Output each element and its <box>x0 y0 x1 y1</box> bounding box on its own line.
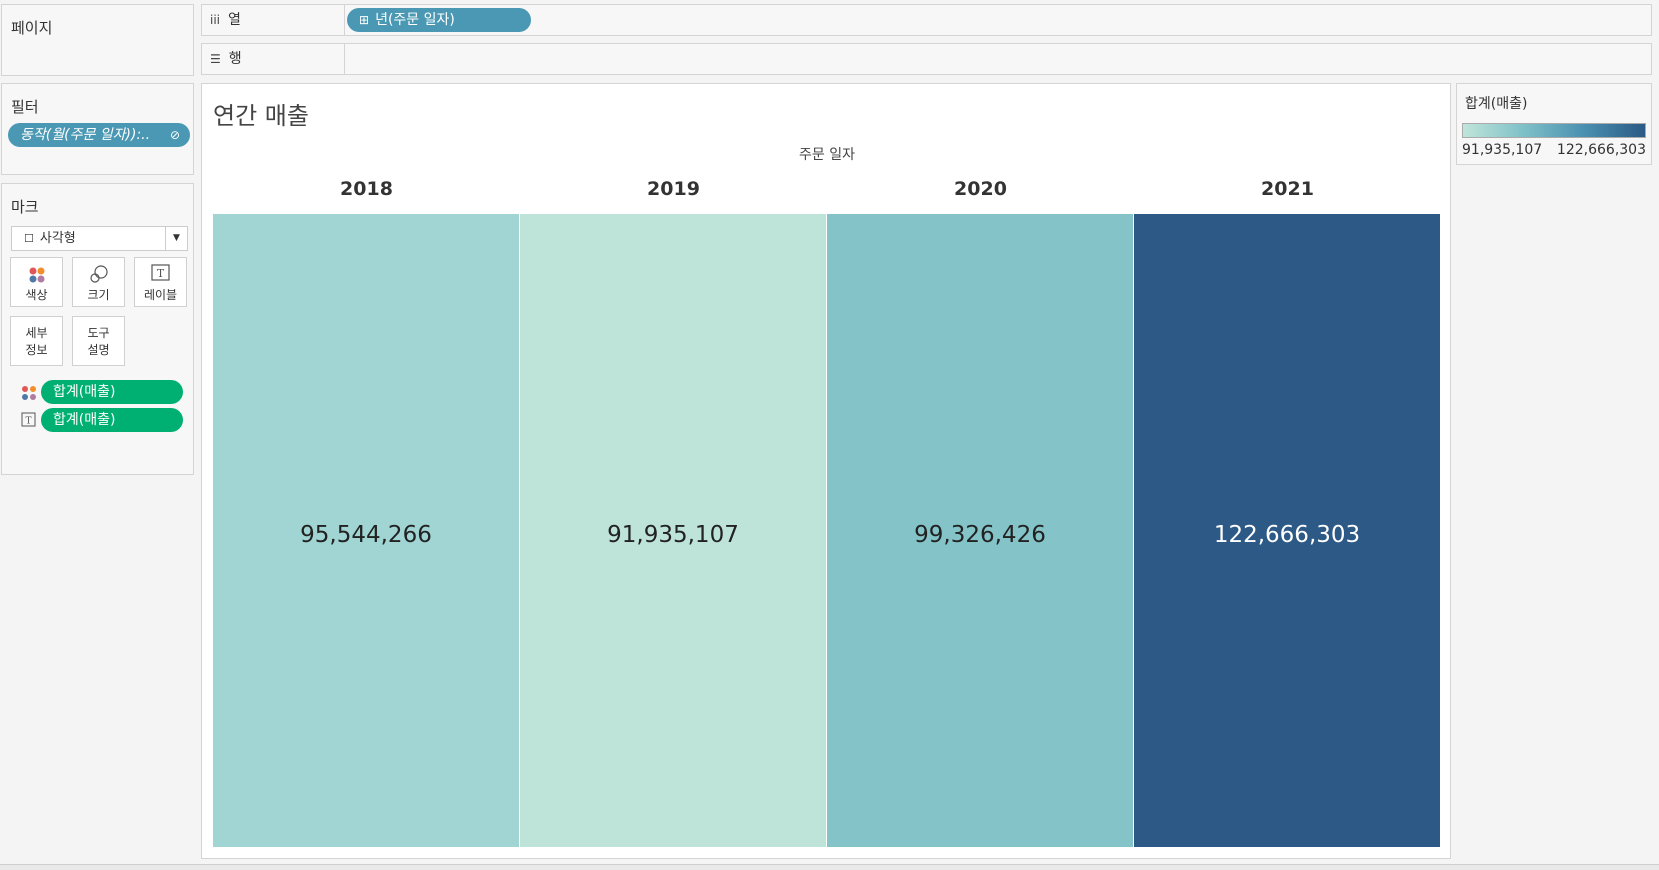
pages-panel-title: 페이지 <box>11 19 53 37</box>
rows-icon: ☰ <box>210 52 221 66</box>
color-card[interactable]: 색상 <box>10 257 63 307</box>
columns-label-text: 열 <box>228 12 241 28</box>
viz-title: 연간 매출 <box>213 102 309 130</box>
square-icon: ☐ <box>24 232 34 245</box>
sheet-tab-bar[interactable] <box>0 864 1659 870</box>
detail-line2: 정보 <box>25 343 48 357</box>
columns-shelf[interactable]: iii 열 ⊞ 년(주문 일자) <box>201 4 1652 36</box>
rows-shelf-label: ☰ 행 <box>202 44 345 74</box>
color-dots-icon <box>29 267 45 283</box>
chevron-down-icon: ▼ <box>165 227 187 250</box>
rows-shelf[interactable]: ☰ 행 <box>201 43 1652 75</box>
rows-label-text: 행 <box>228 51 242 67</box>
filters-panel[interactable]: 필터 동작(월(주문 일자)):.. ⊘ <box>1 83 194 175</box>
mark-cell-2019[interactable]: 91,935,107 <box>520 214 827 847</box>
size-card[interactable]: 크기 <box>72 257 125 307</box>
mark-cell-2018[interactable]: 95,544,266 <box>213 214 520 847</box>
action-filter-pill[interactable]: 동작(월(주문 일자)):.. ⊘ <box>8 123 190 147</box>
label-field-label: 합계(매출) <box>53 412 116 428</box>
detail-line1: 세부 <box>25 326 48 340</box>
color-field-pill[interactable]: 합계(매출) <box>41 380 183 404</box>
action-filter-label: 동작(월(주문 일자)):.. <box>20 127 151 143</box>
tooltip-line1: 도구 <box>87 326 110 340</box>
detail-card[interactable]: 세부 정보 <box>10 316 63 366</box>
svg-text:T: T <box>157 267 165 280</box>
marks-panel: 마크 ☐ 사각형 ▼ 색상 크기 T 레이블 세부 정보 도구 설명 <box>1 183 194 475</box>
color-card-label: 색상 <box>25 288 48 302</box>
size-card-label: 크기 <box>87 288 110 302</box>
mark-cell-2020[interactable]: 99,326,426 <box>827 214 1134 847</box>
mark-type-value: 사각형 <box>39 231 76 246</box>
size-icon <box>90 265 108 283</box>
color-field-label: 합계(매출) <box>53 384 116 400</box>
pages-panel[interactable]: 페이지 <box>1 4 194 76</box>
tooltip-card[interactable]: 도구 설명 <box>72 316 125 366</box>
legend-min-label: 91,935,107 <box>1462 142 1543 158</box>
link-icon: ⊘ <box>169 128 180 142</box>
filters-panel-title: 필터 <box>11 98 39 116</box>
axis-title: 주문 일자 <box>799 147 855 163</box>
svg-text:T: T <box>25 417 31 427</box>
label-t-icon: T <box>151 264 170 281</box>
column-header-2018: 2018 <box>340 178 393 200</box>
tooltip-card-label: 도구 설명 <box>73 325 124 359</box>
column-header-2021: 2021 <box>1261 178 1314 200</box>
cell-value-label: 122,666,303 <box>1213 522 1361 548</box>
columns-icon: iii <box>210 13 221 27</box>
cell-value-label: 95,544,266 <box>300 522 432 548</box>
mark-type-dropdown[interactable]: ☐ 사각형 ▼ <box>11 226 188 251</box>
year-order-date-pill[interactable]: ⊞ 년(주문 일자) <box>347 8 531 32</box>
viz-area: 연간 매출 주문 일자 2018 2019 2020 2021 95,544,266 9… <box>201 83 1451 859</box>
cell-value-label: 91,935,107 <box>607 522 739 548</box>
cell-value-label: 99,326,426 <box>914 522 1046 548</box>
legend-gradient-bar <box>1462 123 1646 138</box>
tooltip-line2: 설명 <box>87 343 110 357</box>
label-card-label: 레이블 <box>143 288 178 302</box>
legend-max-label: 122,666,303 <box>1556 142 1646 158</box>
columns-shelf-label: iii 열 <box>202 5 345 35</box>
column-header-2019: 2019 <box>647 178 700 200</box>
label-field-pill[interactable]: 합계(매출) <box>41 408 183 432</box>
color-dots-icon <box>22 386 36 400</box>
color-legend[interactable]: 합계(매출) 91,935,107 122,666,303 <box>1456 83 1652 165</box>
label-card[interactable]: T 레이블 <box>134 257 187 307</box>
marks-panel-title: 마크 <box>11 198 39 216</box>
plus-box-icon: ⊞ <box>359 13 370 27</box>
mark-cell-2021[interactable]: 122,666,303 <box>1134 214 1441 847</box>
year-pill-label: 년(주문 일자) <box>375 12 455 28</box>
column-header-2020: 2020 <box>954 178 1007 200</box>
legend-title: 합계(매출) <box>1465 96 1528 112</box>
detail-card-label: 세부 정보 <box>11 325 62 359</box>
label-t-icon: T <box>21 412 36 427</box>
